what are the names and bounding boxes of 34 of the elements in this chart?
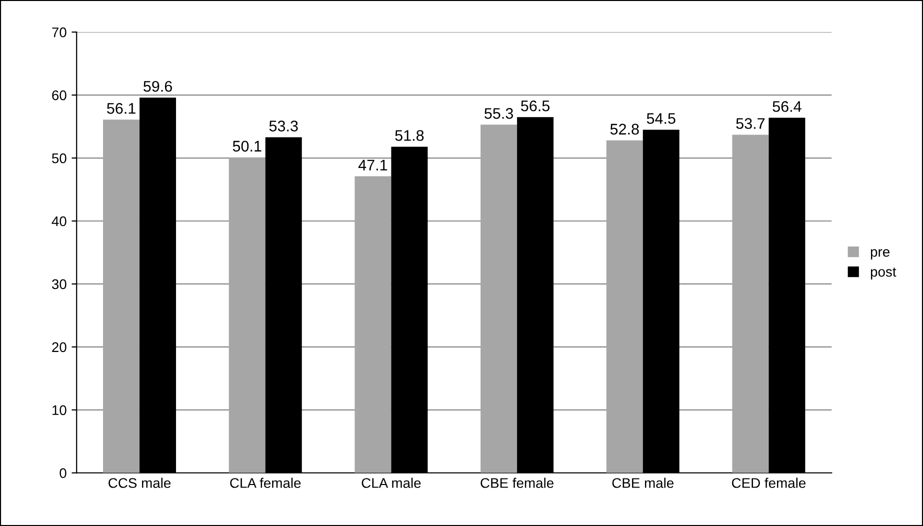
data-label: 56.1 <box>107 103 136 114</box>
x-tick-label: CLA male <box>362 478 421 488</box>
data-label: 51.8 <box>395 130 424 141</box>
x-tick-label: CCS male <box>108 478 171 488</box>
data-label: 50.1 <box>232 140 262 152</box>
y-tick-label: 30 <box>52 279 66 290</box>
y-tick-label: 50 <box>52 153 66 164</box>
bar <box>606 140 643 473</box>
data-label: 56.5 <box>521 100 550 112</box>
y-tick-label: 40 <box>52 216 66 226</box>
y-tick-label: 70 <box>52 27 66 38</box>
data-label: 53.7 <box>736 118 765 129</box>
legend-label: pre <box>870 249 890 260</box>
y-tick-label: 20 <box>52 342 66 352</box>
data-label: 52.8 <box>610 124 639 135</box>
bar <box>354 176 392 473</box>
x-tick-label: CBE female <box>480 478 554 488</box>
x-tick-label: CBE male <box>612 478 674 488</box>
x-tick-label: CED female <box>732 478 806 488</box>
bar <box>228 157 266 473</box>
data-label: 55.3 <box>484 108 513 119</box>
legend-label: post <box>870 268 896 280</box>
y-tick-label: 10 <box>52 405 66 416</box>
data-label: 56.4 <box>772 101 802 112</box>
data-label: 47.1 <box>358 160 388 170</box>
data-label: 59.6 <box>144 80 172 92</box>
data-label: 54.5 <box>646 113 676 124</box>
x-tick-label: CLA female <box>230 478 301 488</box>
y-tick-label: 60 <box>52 90 66 100</box>
bar <box>480 124 518 473</box>
bar <box>732 134 769 473</box>
y-tick-label: 0 <box>60 468 66 478</box>
data-label: 53.3 <box>269 120 298 132</box>
bar <box>103 120 140 473</box>
